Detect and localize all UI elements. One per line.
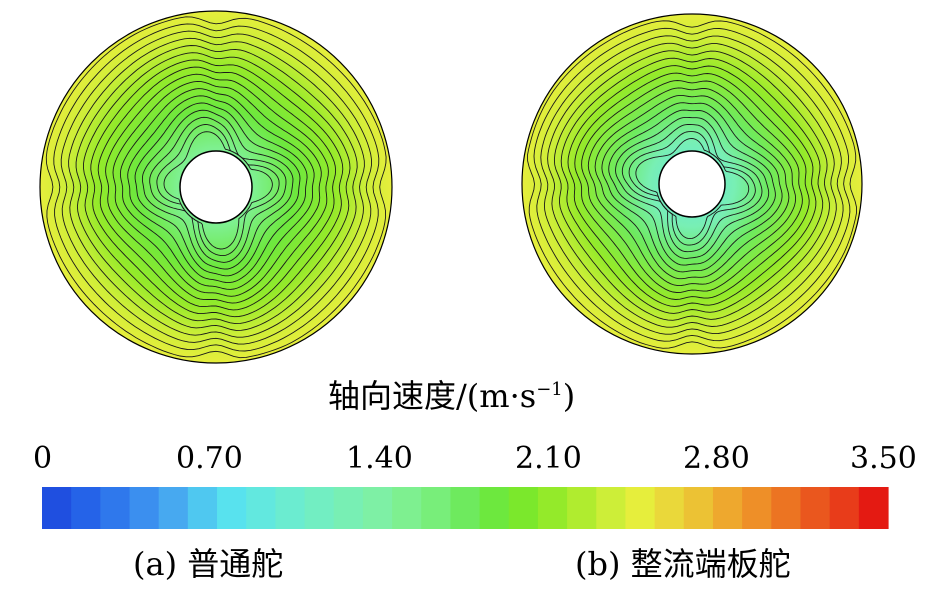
contour-line (621, 124, 763, 253)
panel-b-caption: (b) 整流端板舵 (575, 545, 791, 583)
colorbar-swatch (333, 487, 364, 529)
panel-a-contour-lines (45, 16, 387, 359)
panel-b-contour-lines (527, 20, 857, 349)
colorbar-swatch (858, 487, 889, 529)
contour-line (45, 16, 387, 359)
contour-line (53, 23, 380, 352)
colorbar-swatch (567, 487, 597, 529)
contour-line (60, 30, 372, 345)
contour-line (127, 95, 308, 284)
contour-line (156, 124, 280, 257)
colorbar-swatch (100, 487, 131, 529)
contour-line (547, 42, 837, 328)
panel-a-hub (179, 150, 253, 224)
contour-line (90, 59, 344, 318)
colorbar-swatch (421, 487, 452, 529)
contour-line (105, 73, 329, 304)
contour-line (587, 87, 797, 287)
colorbar-swatch (479, 487, 510, 529)
colorbar-swatch (450, 487, 481, 529)
contour-line (83, 52, 351, 325)
contour-line (567, 65, 817, 307)
colorbar-swatch (829, 487, 860, 529)
contour-line (68, 37, 365, 338)
contour-line (615, 116, 770, 259)
colorbar-swatch (800, 487, 831, 529)
panel-a-rim (39, 10, 393, 364)
colorbar-swatch (275, 487, 306, 529)
contour-line (119, 88, 315, 290)
colorbar-tick-label: 1.40 (346, 441, 413, 476)
contour-line (112, 80, 322, 297)
contour-line (533, 27, 851, 342)
colorbar-tick-label: 0 (33, 441, 53, 476)
contour-line (601, 102, 783, 273)
contour-line (141, 109, 294, 270)
panel-b-rim (521, 13, 863, 355)
colorbar-swatch (683, 487, 714, 529)
panel-a-caption: (a) 普通舵 (133, 545, 284, 583)
contour-line (574, 72, 810, 300)
colorbar-swatch (625, 487, 656, 529)
colorbar-swatch (392, 487, 422, 529)
colorbar-title-sup: −1 (536, 379, 563, 400)
colorbar-swatch (654, 487, 685, 529)
contour-line (553, 50, 830, 321)
colorbar-tick-label: 3.50 (850, 441, 917, 476)
contour-line (594, 94, 790, 280)
colorbar-title-close: ) (562, 377, 576, 415)
colorbar-tick-label: 0.70 (176, 441, 243, 476)
colorbar-swatch (712, 487, 743, 529)
colorbar-title: 轴向速度/(m·s−1) (328, 380, 575, 412)
contour-line (75, 45, 358, 331)
colorbar-swatch (537, 487, 568, 529)
contour-line (608, 109, 776, 266)
colorbar-swatch (187, 487, 218, 529)
contour-line (97, 66, 337, 311)
contour-panel-a (39, 10, 393, 364)
colorbar-swatch (596, 487, 627, 529)
colorbar-swatch (304, 487, 335, 529)
colorbar-swatch (508, 487, 539, 529)
colorbar-swatch (158, 487, 189, 529)
colorbar-swatch (217, 487, 247, 529)
panel-b-hub (658, 150, 726, 218)
contour-line (149, 116, 287, 263)
colorbar-tick-label: 2.10 (515, 441, 582, 476)
colorbar-swatch (129, 487, 160, 529)
contour-line (581, 80, 803, 293)
contour-line (134, 102, 301, 277)
colorbar (42, 487, 889, 529)
colorbar-tick-label: 2.80 (683, 441, 750, 476)
contour-line (560, 57, 824, 314)
colorbar-swatch (42, 487, 72, 529)
colorbar-swatch (362, 487, 393, 529)
contour-panel-b (521, 13, 863, 355)
contour-line (527, 20, 857, 349)
colorbar-swatch (71, 487, 101, 529)
colorbar-swatch (246, 487, 276, 529)
colorbar-title-text: 轴向速度/(m·s (328, 377, 537, 415)
colorbar-swatch (742, 487, 772, 529)
colorbar-swatch (771, 487, 802, 529)
contour-line (628, 131, 756, 246)
contour-line (540, 35, 844, 335)
